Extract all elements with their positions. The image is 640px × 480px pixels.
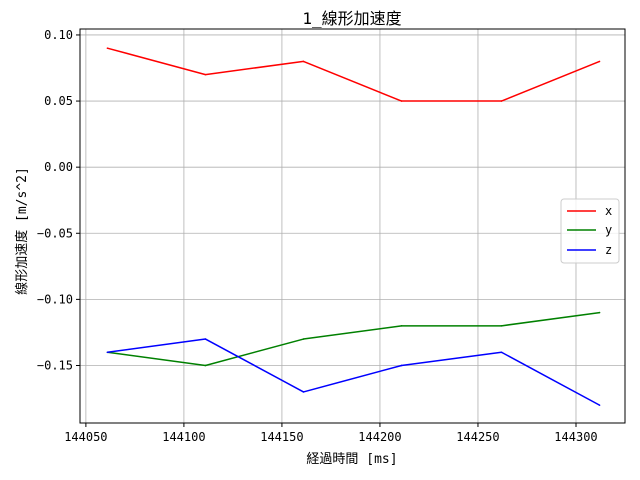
- y-tick-label: −0.10: [37, 292, 73, 306]
- legend-box: [560, 198, 620, 264]
- data-point-y: [204, 364, 207, 367]
- data-point-y: [400, 325, 403, 327]
- x-tick-label: 144100: [162, 430, 205, 444]
- chart-title: 1_線形加速度: [302, 9, 401, 28]
- data-point-x: [302, 60, 305, 63]
- y-tick-label: 0.05: [44, 94, 73, 108]
- data-point-z: [400, 364, 403, 367]
- data-point-z: [302, 391, 305, 393]
- series-lines: [106, 47, 601, 406]
- data-point-x: [598, 60, 601, 63]
- legend-label-z: z: [605, 243, 612, 257]
- series-line-z: [107, 338, 600, 406]
- data-point-z: [204, 338, 207, 340]
- data-point-x: [500, 100, 503, 102]
- data-point-x: [106, 47, 109, 49]
- data-point-z: [106, 351, 109, 354]
- series-line-y: [107, 311, 600, 367]
- plot-frame: [79, 28, 626, 424]
- x-tick-label: 144300: [554, 430, 597, 444]
- legend-label-y: y: [605, 223, 612, 237]
- x-tick-label: 144250: [456, 430, 499, 444]
- data-point-y: [598, 311, 601, 314]
- x-axis-label: 経過時間 [ms]: [306, 452, 397, 467]
- data-point-x: [400, 100, 403, 102]
- y-tick-label: −0.15: [37, 358, 73, 372]
- y-tick-label: −0.05: [37, 226, 73, 240]
- series-line-x: [107, 47, 600, 102]
- y-tick-label: 0.10: [44, 28, 73, 42]
- y-tick-label: 0.00: [44, 160, 73, 174]
- data-point-z: [598, 404, 601, 406]
- x-tick-label: 144150: [260, 430, 303, 444]
- axis-ticks: 144050 144100 144150 144200 144250 144300 0.10…: [37, 28, 598, 444]
- y-axis-label: 線形加速度 [m/s^2]: [14, 167, 30, 295]
- data-point-x: [204, 73, 207, 76]
- legend: x y z: [560, 198, 620, 264]
- data-point-y: [302, 338, 305, 340]
- x-tick-label: 144050: [64, 430, 107, 444]
- x-tick-label: 144200: [358, 430, 401, 444]
- legend-label-x: x: [605, 204, 612, 218]
- data-point-z: [500, 351, 503, 354]
- data-point-y: [500, 325, 503, 327]
